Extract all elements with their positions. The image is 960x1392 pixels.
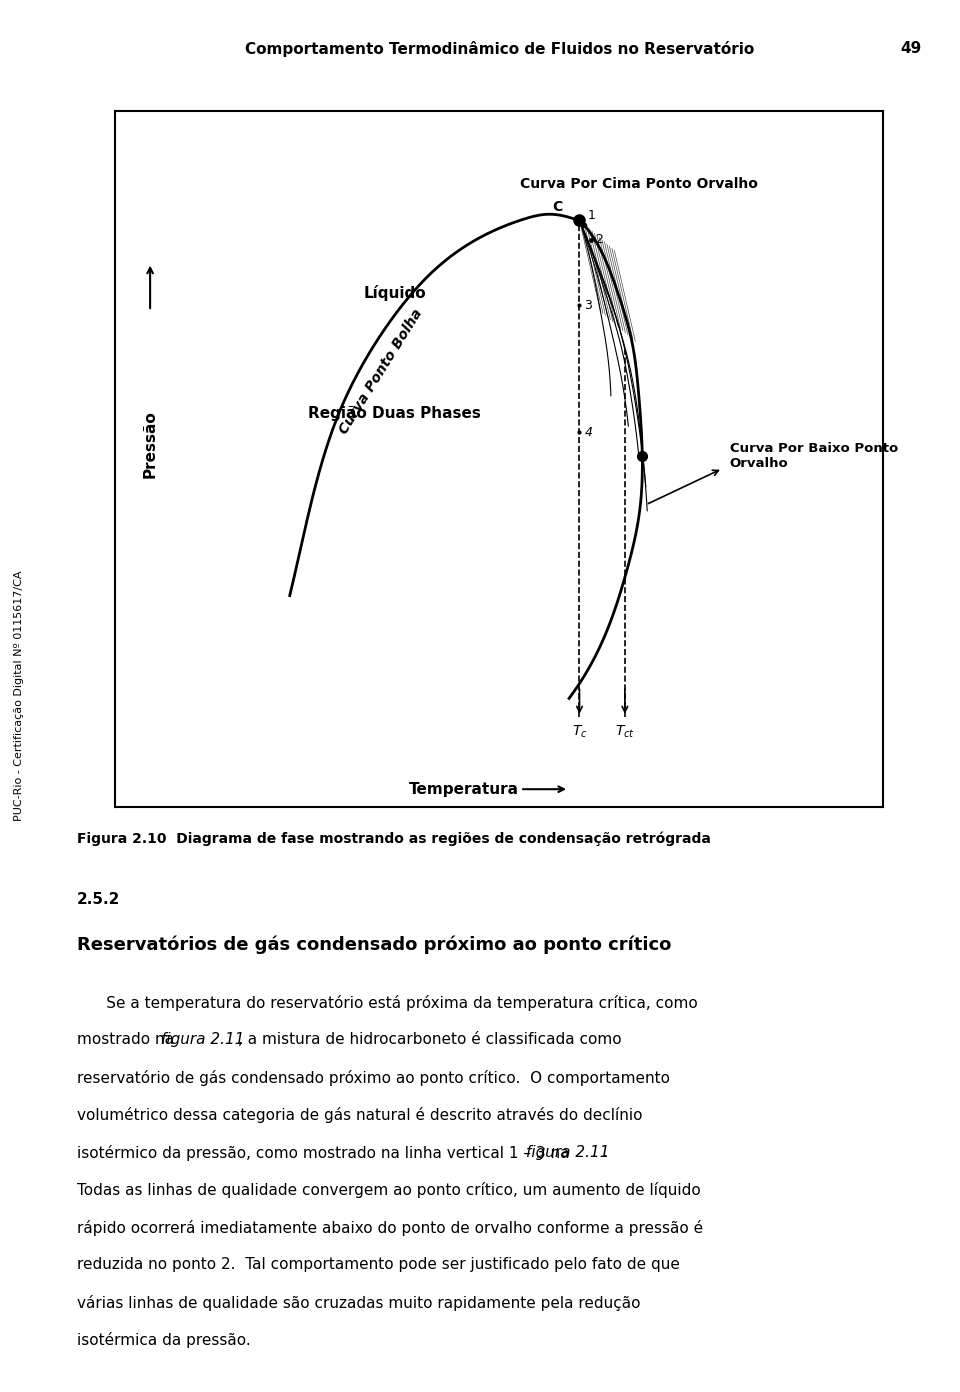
Text: figura 2.11: figura 2.11 [161, 1031, 245, 1047]
Text: isotérmico da pressão, como mostrado na linha vertical 1 – 3 na: isotérmico da pressão, como mostrado na … [77, 1144, 574, 1161]
Text: reservatório de gás condensado próximo ao ponto crítico.  O comportamento: reservatório de gás condensado próximo a… [77, 1069, 670, 1086]
Text: Se a temperatura do reservatório está próxima da temperatura crítica, como: Se a temperatura do reservatório está pr… [77, 994, 698, 1011]
Text: Figura 2.10  Diagrama de fase mostrando as regiões de condensação retrógrada: Figura 2.10 Diagrama de fase mostrando a… [77, 831, 710, 846]
Text: isotérmica da pressão.: isotérmica da pressão. [77, 1332, 251, 1349]
Text: Líquido: Líquido [363, 285, 426, 301]
Text: Reservatórios de gás condensado próximo ao ponto crítico: Reservatórios de gás condensado próximo … [77, 935, 671, 954]
Text: 4: 4 [585, 426, 592, 438]
Text: 2: 2 [595, 234, 603, 246]
Text: rápido ocorrerá imediatamente abaixo do ponto de orvalho conforme a pressão é: rápido ocorrerá imediatamente abaixo do … [77, 1219, 703, 1236]
Text: , a mistura de hidrocarboneto é classificada como: , a mistura de hidrocarboneto é classifi… [238, 1031, 622, 1047]
Text: $T_{ct}$: $T_{ct}$ [615, 724, 635, 741]
Text: Curva Ponto Bolha: Curva Ponto Bolha [336, 306, 424, 437]
Text: .: . [603, 1144, 608, 1160]
Text: volumétrico dessa categoria de gás natural é descrito através do declínio: volumétrico dessa categoria de gás natur… [77, 1107, 642, 1123]
Text: 3: 3 [584, 298, 591, 312]
Text: 49: 49 [900, 42, 922, 56]
Text: 1: 1 [588, 209, 596, 223]
Text: Comportamento Termodinâmico de Fluidos no Reservatório: Comportamento Termodinâmico de Fluidos n… [245, 40, 754, 57]
Text: Pressão: Pressão [143, 411, 157, 477]
Text: C: C [552, 200, 562, 214]
Text: 2.5.2: 2.5.2 [77, 892, 120, 906]
Text: várias linhas de qualidade são cruzadas muito rapidamente pela redução: várias linhas de qualidade são cruzadas … [77, 1295, 640, 1311]
Text: PUC-Rio - Certificação Digital Nº 0115617/CA: PUC-Rio - Certificação Digital Nº 011561… [14, 571, 24, 821]
Text: Curva Por Cima Ponto Orvalho: Curva Por Cima Ponto Orvalho [520, 177, 757, 191]
Text: figura 2.11: figura 2.11 [525, 1144, 609, 1160]
Text: Temperatura: Temperatura [409, 782, 519, 796]
Text: $T_c$: $T_c$ [571, 724, 588, 741]
Text: reduzida no ponto 2.  Tal comportamento pode ser justificado pelo fato de que: reduzida no ponto 2. Tal comportamento p… [77, 1257, 680, 1272]
Text: Todas as linhas de qualidade convergem ao ponto crítico, um aumento de líquido: Todas as linhas de qualidade convergem a… [77, 1182, 701, 1199]
Text: mostrado na: mostrado na [77, 1031, 179, 1047]
Text: Curva Por Baixo Ponto Orvalho: Curva Por Baixo Ponto Orvalho [730, 443, 898, 470]
Text: Região Duas Phases: Região Duas Phases [308, 406, 481, 422]
